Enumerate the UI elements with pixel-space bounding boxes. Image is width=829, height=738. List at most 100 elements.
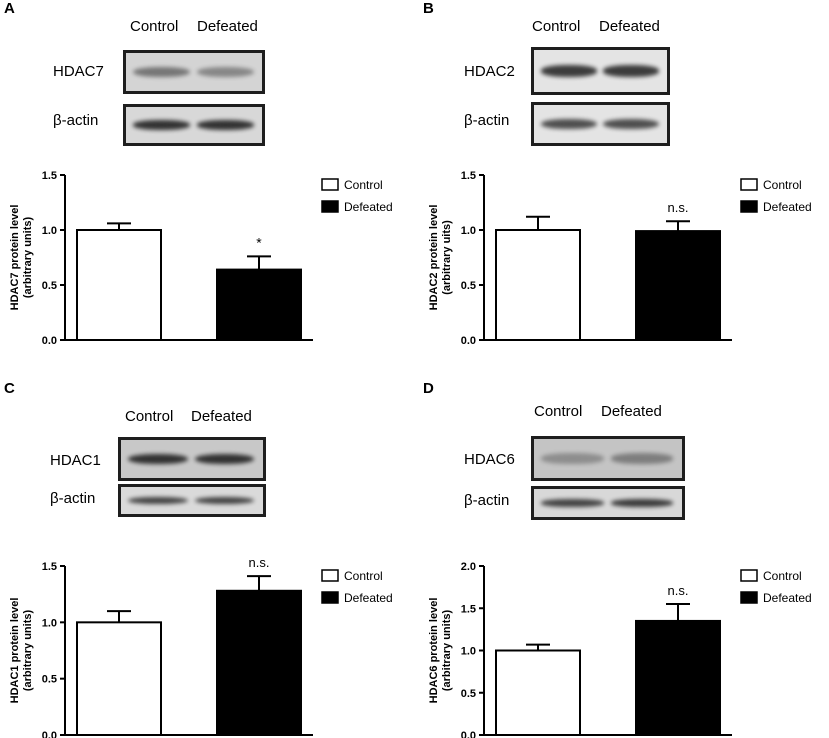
y-axis-label: HDAC2 protein level — [428, 205, 440, 311]
legend-label: Defeated — [763, 200, 812, 214]
legend-label: Control — [763, 178, 802, 192]
lane-label-defeated: Defeated — [599, 18, 660, 35]
y-tick-label: 1.5 — [42, 170, 57, 182]
western-blot-image — [123, 50, 265, 94]
y-axis-label: HDAC1 protein level — [9, 598, 21, 704]
bar-control — [495, 229, 581, 341]
bar-control — [495, 649, 581, 736]
legend-swatch — [740, 178, 758, 191]
y-tick-label: 1.0 — [461, 646, 476, 658]
panel-letter: C — [4, 380, 15, 397]
blot-band — [128, 453, 188, 465]
y-tick-label: 0.5 — [42, 280, 57, 292]
y-axis-label: (arbitrary units) — [441, 610, 453, 692]
legend-swatch — [740, 200, 758, 213]
western-blot-image — [531, 436, 685, 481]
legend-label: Defeated — [763, 591, 812, 605]
blot-row-label: HDAC1 — [50, 452, 101, 469]
legend-label: Control — [344, 178, 383, 192]
y-axis-label: (arbitrary uits) — [441, 220, 453, 295]
bar-control — [76, 229, 162, 341]
blot-row-label: β-actin — [464, 112, 510, 129]
bar-defeated — [635, 619, 721, 736]
lane-label-defeated: Defeated — [191, 408, 252, 425]
panel-letter: D — [423, 380, 434, 397]
blot-band — [540, 118, 597, 130]
panel-letter: A — [4, 0, 15, 17]
blot-row-label: HDAC7 — [53, 63, 104, 80]
blot-row-label: β-actin — [50, 490, 96, 507]
lane-label-control: Control — [130, 18, 179, 35]
legend-swatch — [321, 591, 339, 604]
lane-label-defeated: Defeated — [197, 18, 258, 35]
y-tick-label: 1.5 — [461, 170, 476, 182]
y-axis-label: (arbitrary units) — [22, 217, 34, 299]
y-tick-label: 2.0 — [461, 561, 476, 573]
blot-band — [194, 453, 255, 465]
y-tick-label: 0.5 — [461, 688, 476, 700]
panel-a: A Control Defeated HDAC7 β-actin 0.0 0.5 1… — [0, 0, 410, 369]
legend-label: Control — [344, 569, 383, 583]
significance-label: n.s. — [668, 200, 689, 215]
y-axis-label: HDAC7 protein level — [9, 205, 21, 311]
bar-defeated — [216, 268, 302, 342]
blot-band — [196, 66, 254, 78]
blot-band — [132, 66, 190, 78]
blot-band — [196, 119, 254, 131]
legend-label: Defeated — [344, 200, 393, 214]
blot-band — [603, 118, 660, 130]
y-axis-label: (arbitrary units) — [22, 610, 34, 692]
legend-swatch — [740, 569, 758, 582]
western-blot-image — [123, 104, 265, 146]
y-tick-label: 0.5 — [461, 280, 476, 292]
significance-label: * — [256, 234, 262, 250]
blot-band — [194, 496, 255, 505]
y-tick-label: 0.5 — [42, 674, 57, 686]
y-tick-label: 0.0 — [461, 730, 476, 738]
blot-band — [128, 496, 188, 505]
legend-label: Control — [763, 569, 802, 583]
blot-row-label: HDAC2 — [464, 63, 515, 80]
y-tick-label: 1.5 — [42, 561, 57, 573]
blot-row-label: β-actin — [53, 112, 99, 129]
panel-letter: B — [423, 0, 434, 17]
blot-band — [610, 453, 674, 464]
legend-swatch — [321, 178, 339, 191]
bar-chart: 0.0 0.5 1.0 1.5 HDAC2 protein level (arbitrar… — [428, 170, 812, 347]
bar-chart: 0.0 0.5 1.0 1.5 HDAC1 protein level (arbitrar… — [9, 555, 393, 738]
bar-chart: 0.0 0.5 1.0 1.5 HDAC7 protein level (arbitrar… — [9, 170, 393, 347]
legend-label: Defeated — [344, 591, 393, 605]
western-blot-image — [531, 486, 685, 520]
blot-band — [540, 65, 597, 77]
blot-band — [132, 119, 190, 131]
significance-label: n.s. — [668, 583, 689, 598]
panel-d: D Control Defeated HDAC6 β-actin 0.0 0.5 1… — [419, 369, 829, 738]
panel-c: C Control Defeated HDAC1 β-actin 0.0 0.5 1… — [0, 369, 410, 738]
blot-band — [541, 453, 604, 464]
blot-row-label: HDAC6 — [464, 451, 515, 468]
lane-label-control: Control — [534, 403, 583, 420]
lane-label-defeated: Defeated — [601, 403, 662, 420]
western-blot-image — [118, 437, 266, 481]
western-blot-image — [531, 102, 670, 146]
legend-swatch — [321, 200, 339, 213]
blot-band — [541, 499, 604, 507]
blot-row-label: β-actin — [464, 492, 510, 509]
y-tick-label: 0.0 — [42, 335, 57, 347]
y-tick-label: 0.0 — [42, 730, 57, 738]
blot-band — [610, 499, 674, 507]
western-blot-image — [531, 47, 670, 95]
bar-defeated — [216, 589, 302, 736]
y-tick-label: 0.0 — [461, 335, 476, 347]
bar-control — [76, 621, 162, 736]
panel-b: B Control Defeated HDAC2 β-actin 0.0 0.5 1… — [419, 0, 829, 369]
lane-label-control: Control — [125, 408, 174, 425]
y-tick-label: 1.5 — [461, 603, 476, 615]
bar-defeated — [635, 230, 721, 342]
y-axis-label: HDAC6 protein level — [428, 598, 440, 704]
lane-label-control: Control — [532, 18, 581, 35]
blot-band — [603, 65, 660, 77]
significance-label: n.s. — [249, 555, 270, 570]
bar-chart: 0.0 0.5 1.0 1.5 2.0 HDAC6 protein level (arbit… — [428, 561, 812, 738]
y-tick-label: 1.0 — [461, 225, 476, 237]
